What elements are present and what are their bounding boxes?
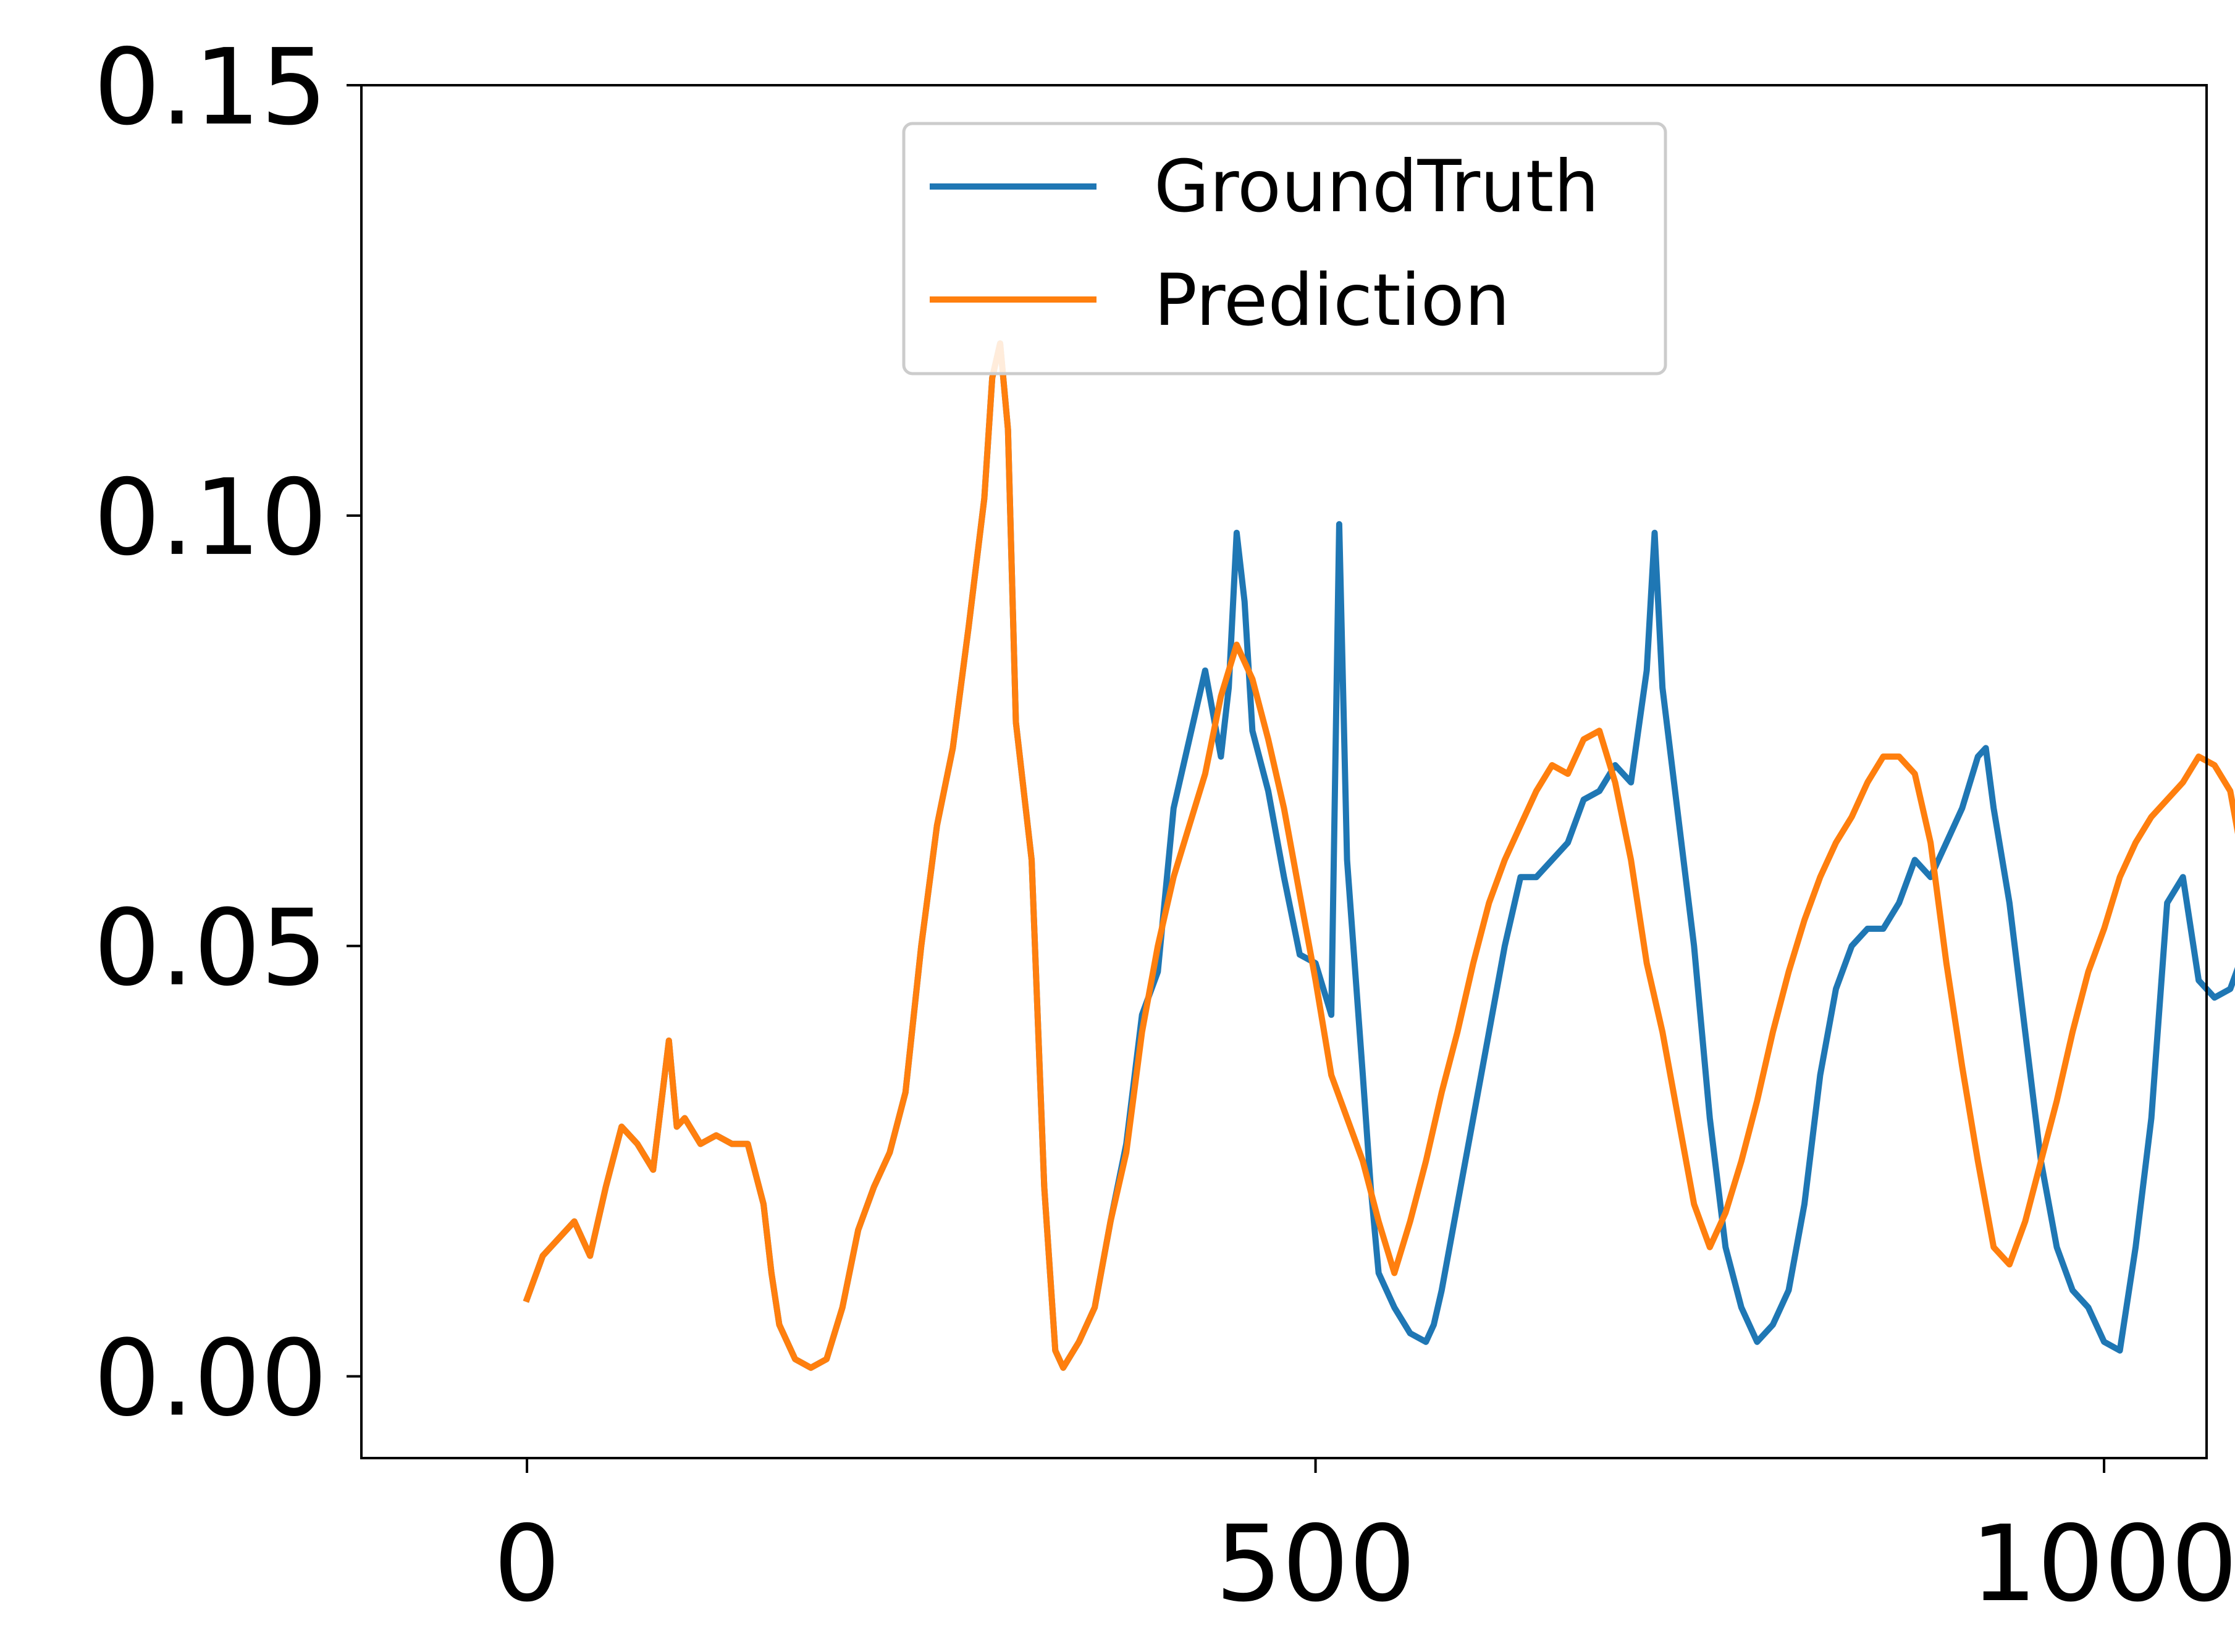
series-layer	[523, 340, 2235, 1371]
x-tick-label: 1000	[1971, 1503, 2235, 1625]
y-tick-label: 0.05	[93, 887, 327, 1010]
series-line-prediction	[523, 340, 2235, 1371]
x-tick-label: 500	[1215, 1503, 1415, 1625]
x-tick-label: 0	[494, 1503, 560, 1625]
y-tick-label: 0.00	[93, 1318, 327, 1440]
y-axis: 0.00 0.05 0.10 0.15	[93, 27, 361, 1440]
legend-label-prediction: Prediction	[1154, 259, 1510, 342]
legend-label-groundtruth: GroundTruth	[1154, 145, 1599, 229]
x-axis: 0 500 1000	[494, 1458, 2235, 1625]
y-tick-label: 0.10	[93, 457, 327, 579]
legend: GroundTruth Prediction	[902, 122, 1667, 375]
plot-frame	[360, 84, 2208, 1459]
y-tick-label: 0.15	[93, 27, 327, 149]
